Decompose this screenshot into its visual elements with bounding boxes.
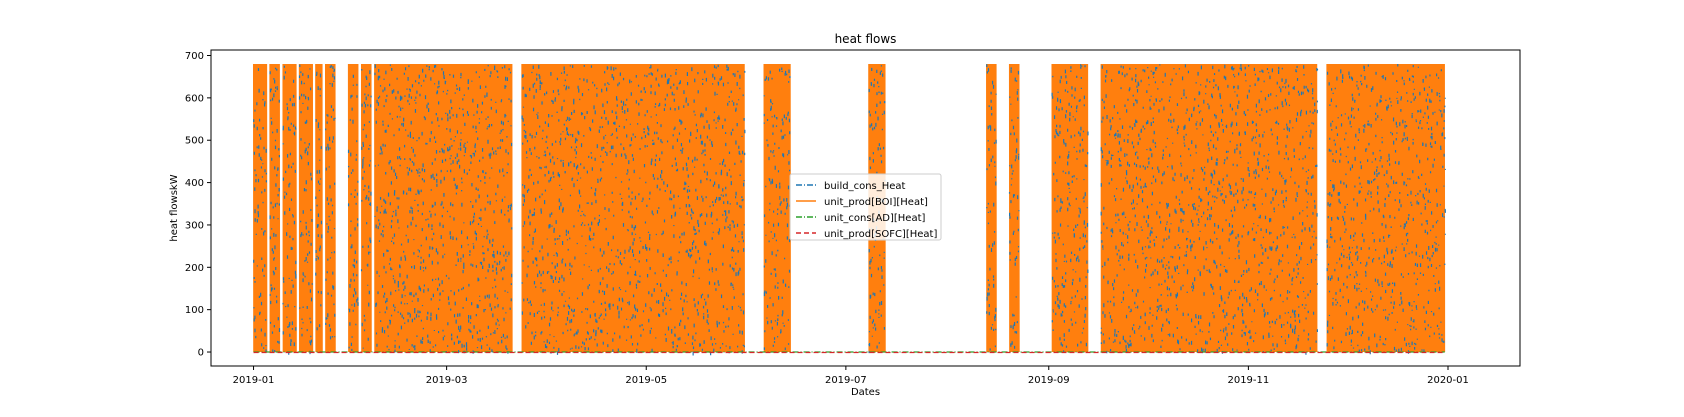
series-path: [1051, 63, 1089, 353]
series-path: [1326, 63, 1446, 353]
series-path: [360, 63, 372, 353]
y-tick-label: 200: [185, 263, 204, 274]
series-path: [252, 63, 268, 353]
series-path: [521, 64, 746, 356]
series-path: [763, 63, 791, 353]
series-path: [282, 65, 297, 355]
x-tick-label: 2020-01: [1427, 375, 1469, 386]
x-axis: 2019-01 2019-03 2019-05 2019-07 2019-09 2019-…: [233, 366, 1469, 386]
legend-label-unit-prod-sofc-heat: unit_prod[SOFC][Heat]: [824, 229, 937, 240]
series-path: [1051, 64, 1089, 353]
series-path: [1008, 67, 1020, 349]
series-path: [521, 63, 745, 353]
series-path: [1100, 63, 1318, 353]
y-tick-label: 500: [185, 136, 204, 147]
y-tick-label: 400: [185, 178, 204, 189]
series-path: [325, 65, 336, 340]
legend-label-build-cons-heat: build_cons_Heat: [824, 181, 906, 192]
y-tick-label: 100: [185, 305, 204, 316]
series-path: [1100, 64, 1319, 355]
legend-label-unit-prod-boi-heat: unit_prod[BOI][Heat]: [824, 197, 928, 208]
x-axis-label: Dates: [851, 387, 880, 398]
series-path: [986, 63, 997, 353]
series-path: [1326, 64, 1446, 355]
series-path: [298, 63, 314, 353]
series-path: [347, 74, 359, 351]
series-path: [298, 64, 313, 355]
x-tick-label: 2019-11: [1227, 375, 1269, 386]
y-axis-label: heat flowskW: [169, 174, 180, 241]
chart-title: heat flows: [835, 32, 897, 46]
x-tick-label: 2019-01: [233, 375, 275, 386]
legend: build_cons_Heat unit_prod[BOI][Heat] uni…: [789, 173, 942, 241]
series-path: [315, 63, 323, 353]
y-tick-label: 0: [198, 348, 204, 359]
axes-frame: [210, 49, 1521, 367]
series-path: [324, 63, 336, 353]
y-tick-label: 700: [185, 51, 204, 62]
series-path: [763, 67, 791, 351]
plot-area: [252, 63, 1446, 356]
series-path: [374, 64, 513, 354]
series-build-cons-heat: [253, 64, 1446, 356]
y-tick-label: 600: [185, 93, 204, 104]
series-path: [986, 64, 997, 351]
series-unit-prod-boi-heat: [252, 63, 1446, 353]
series-path: [1008, 63, 1020, 353]
legend-label-unit-cons-ad-heat: unit_cons[AD][Heat]: [824, 213, 926, 224]
x-tick-label: 2019-03: [426, 375, 468, 386]
x-tick-label: 2019-05: [625, 375, 667, 386]
x-tick-label: 2019-07: [825, 375, 867, 386]
series-path: [360, 69, 372, 349]
y-axis: 0 100 200 300 400 500 600 700: [185, 51, 211, 359]
series-path: [269, 67, 281, 353]
series-path: [315, 71, 323, 331]
legend-box: [789, 173, 942, 241]
series-path: [347, 63, 359, 353]
series-path: [253, 68, 267, 353]
y-tick-label: 300: [185, 220, 204, 231]
series-path: [269, 63, 281, 353]
x-tick-label: 2019-09: [1028, 375, 1070, 386]
